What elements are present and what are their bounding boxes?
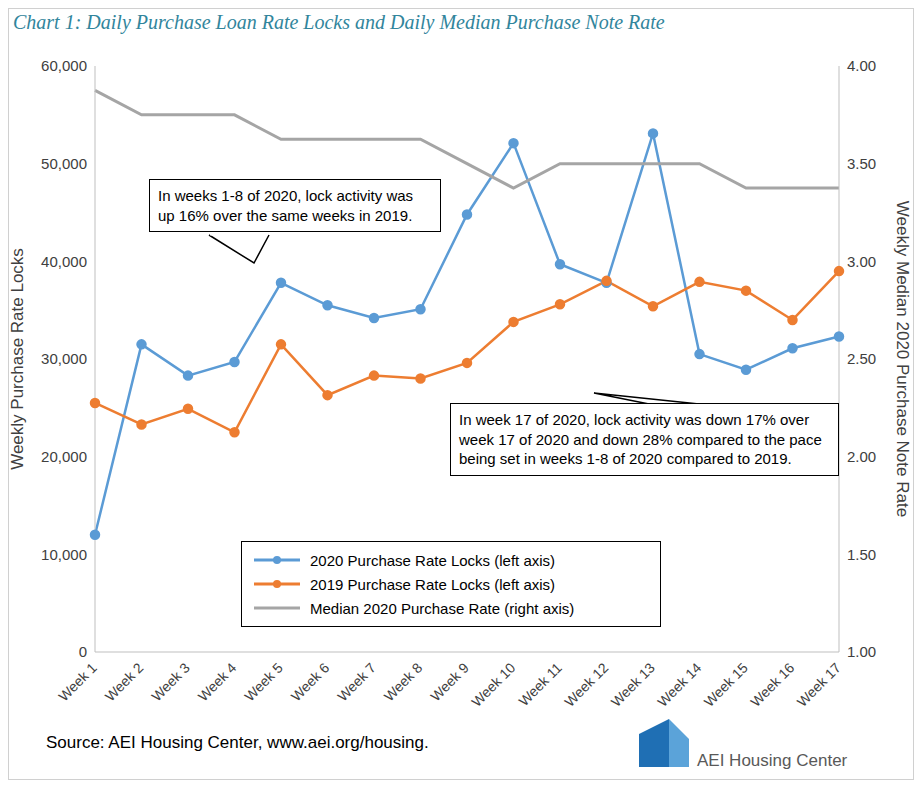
svg-text:Week 10: Week 10 [468,659,518,709]
svg-text:Week 4: Week 4 [195,659,240,704]
svg-text:Week 11: Week 11 [515,659,565,709]
html-text:Chart 1: Daily Purchase Loan R: Chart 1: Daily Purchase Loan Rate Locks … [13,11,665,33]
svg-text:Week 3: Week 3 [148,659,193,704]
svg-text:Week 8: Week 8 [381,659,426,704]
svg-text:Weekly Purchase Rate Locks: Weekly Purchase Rate Locks [9,248,27,470]
svg-text:0: 0 [79,643,87,660]
svg-text:Week 13: Week 13 [608,659,658,709]
svg-text:30,000: 30,000 [41,350,87,367]
svg-text:3.50: 3.50 [847,155,876,172]
svg-text:Week 2: Week 2 [102,659,147,704]
svg-text:Week 7: Week 7 [334,659,379,704]
html-text:AEI Housing Center: AEI Housing Center [697,751,848,770]
svg-text:1.50: 1.50 [847,546,876,563]
svg-text:4.00: 4.00 [847,57,876,74]
svg-text:Week 15: Week 15 [701,659,751,709]
svg-text:3.00: 3.00 [847,253,876,270]
svg-text:Week 5: Week 5 [241,659,286,704]
svg-text:Week 17: Week 17 [794,659,844,709]
svg-text:1.00: 1.00 [847,643,876,660]
svg-text:Week 14: Week 14 [654,659,704,709]
html-text:In weeks 1-8 of 2020, lock act: In weeks 1-8 of 2020, lock activity was … [158,187,414,224]
svg-text:40,000: 40,000 [41,253,87,270]
svg-text:Week 9: Week 9 [427,659,472,704]
html-text:Source: AEI Housing Center, ww: Source: AEI Housing Center, www.aei.org/… [46,733,429,752]
svg-text:2.50: 2.50 [847,350,876,367]
svg-text:Weekly Median 2020 Purchase No: Weekly Median 2020 Purchase Note Rate [893,201,912,517]
svg-text:Week 12: Week 12 [561,659,611,709]
svg-text:Week 6: Week 6 [288,659,333,704]
html-text:2019 Purchase Rate Locks (left: 2019 Purchase Rate Locks (left axis) [310,575,556,593]
svg-text:60,000: 60,000 [41,57,87,74]
svg-text:2.00: 2.00 [847,448,876,465]
svg-text:20,000: 20,000 [41,448,87,465]
html-text:In week 17 of 2020, lock activ: In week 17 of 2020, lock activity was do… [459,411,822,467]
html-text:Median 2020 Purchase Rate (rig: Median 2020 Purchase Rate (right axis) [310,599,575,617]
html-text:2020 Purchase Rate Locks (left: 2020 Purchase Rate Locks (left axis) [310,551,556,569]
svg-text:10,000: 10,000 [41,546,87,563]
svg-text:Week 1: Week 1 [55,659,100,704]
svg-text:50,000: 50,000 [41,155,87,172]
svg-text:Week 16: Week 16 [747,659,797,709]
